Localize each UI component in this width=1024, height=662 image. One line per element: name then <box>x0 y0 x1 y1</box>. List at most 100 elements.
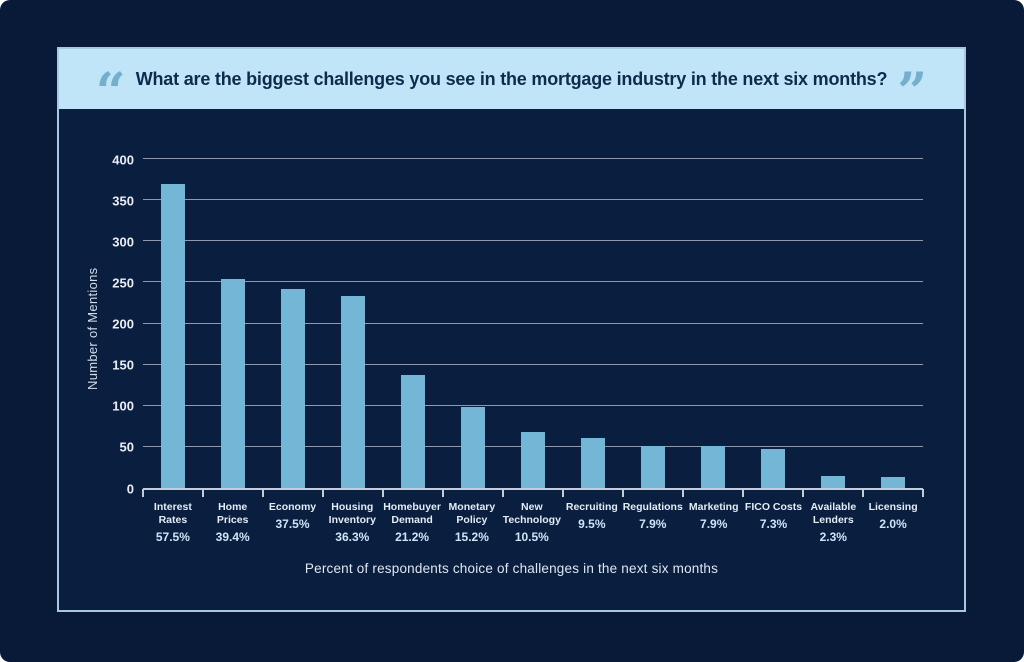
gridline <box>143 281 923 283</box>
category-name: Homebuyer Demand <box>383 501 441 527</box>
category-percent: 7.9% <box>700 517 728 532</box>
category-name: Licensing <box>868 501 918 513</box>
chart-frame: “ What are the biggest challenges you se… <box>57 47 966 612</box>
y-tick-label: 300 <box>112 234 134 250</box>
x-label: Home Prices 39.4% <box>203 501 263 544</box>
category-name: Monetary Policy <box>448 501 496 527</box>
bar-slot <box>503 159 563 488</box>
y-tick-label: 350 <box>112 193 134 209</box>
bar-slot <box>623 159 683 488</box>
category-name: Recruiting <box>565 501 618 513</box>
y-axis-title: Number of Mentions <box>85 267 100 391</box>
x-tick <box>862 489 864 497</box>
bar-interest-rates <box>161 183 185 488</box>
x-tick <box>322 489 324 497</box>
category-percent: 37.5% <box>275 517 310 532</box>
x-tick <box>261 489 264 497</box>
category-percent: 57.5% <box>155 530 190 545</box>
x-label: Monetary Policy 15.2% <box>442 501 502 544</box>
bar-fico-costs <box>761 449 785 488</box>
bar-slot <box>383 159 443 488</box>
bar-slot <box>803 159 863 488</box>
category-percent: 7.9% <box>639 517 667 532</box>
bar-slot <box>743 159 803 488</box>
x-axis-caption: Percent of respondents choice of challen… <box>304 561 719 576</box>
y-tick-label: 250 <box>112 275 134 291</box>
bar-regulations <box>641 446 665 488</box>
bar-slot <box>683 159 743 488</box>
x-tick <box>681 489 684 497</box>
bar-slot <box>263 159 323 488</box>
category-name: FICO Costs <box>744 501 803 513</box>
bar-home-prices <box>221 279 245 488</box>
bar-slot <box>863 159 923 488</box>
x-label: New Technology 10.5% <box>502 501 562 544</box>
x-tick <box>201 489 204 497</box>
bar-new-technology <box>521 432 545 488</box>
category-percent: 15.2% <box>454 530 489 545</box>
category-percent: 7.3% <box>759 517 788 532</box>
category-percent: 2.3% <box>819 530 847 545</box>
y-tick-label: 50 <box>119 439 134 455</box>
y-tick-label: 100 <box>112 398 134 414</box>
x-tick <box>502 489 504 497</box>
bar-available-lenders <box>821 475 845 488</box>
category-percent: 21.2% <box>395 530 430 545</box>
x-label: Marketing 7.9% <box>684 501 744 544</box>
category-percent: 39.4% <box>215 530 250 545</box>
x-label: Housing Inventory 36.3% <box>322 501 382 544</box>
gridline <box>143 322 923 324</box>
gridline <box>143 363 923 365</box>
x-tick <box>922 489 924 497</box>
bar-slot <box>143 159 203 488</box>
y-tick-label: 0 <box>126 481 134 496</box>
gridline <box>143 199 923 201</box>
bar-homebuyer-demand <box>401 375 425 488</box>
bar-slot <box>563 159 623 488</box>
y-tick-label: 200 <box>112 316 134 332</box>
bar-recruiting <box>581 437 605 488</box>
bar-monetary-policy <box>461 407 485 488</box>
quote-banner: “ What are the biggest challenges you se… <box>59 49 964 119</box>
category-percent: 2.0% <box>879 517 907 532</box>
category-name: New Technology <box>502 501 561 527</box>
x-tick <box>142 489 144 497</box>
category-name: Interest Rates <box>153 501 192 527</box>
gridline <box>143 240 923 242</box>
category-name: Economy <box>268 501 317 513</box>
x-label: Economy 37.5% <box>263 501 323 544</box>
x-tick <box>742 489 744 497</box>
x-label: Recruiting 9.5% <box>562 501 622 544</box>
plot-area: 0 50 100 150 200 250 300 350 400 <box>112 152 924 497</box>
y-tick-label: 150 <box>112 357 134 373</box>
poster-title: What are the biggest challenges you see … <box>135 68 888 89</box>
x-tick <box>561 489 564 497</box>
bar-economy <box>281 288 305 488</box>
chart-area: Number of Mentions 0 50 100 150 200 250 300 350… <box>59 109 964 610</box>
x-label: Interest Rates 57.5% <box>143 501 203 544</box>
x-tick <box>621 489 624 497</box>
x-label: Regulations 7.9% <box>622 501 684 544</box>
x-tick <box>381 489 384 497</box>
x-axis-labels: Interest Rates 57.5% Home Prices 39.4% Econo… <box>143 501 923 544</box>
category-name: Home Prices <box>216 501 249 527</box>
x-label: Available Lenders 2.3% <box>803 501 863 544</box>
category-name: Housing Inventory <box>328 501 376 527</box>
x-tick <box>802 489 804 497</box>
x-label: Homebuyer Demand 21.2% <box>382 501 442 544</box>
bar-marketing <box>700 446 725 488</box>
category-name: Regulations <box>622 501 683 513</box>
x-axis-line <box>143 488 923 490</box>
category-percent: 10.5% <box>514 530 549 545</box>
bar-slot <box>323 159 383 488</box>
x-tick <box>442 489 444 497</box>
x-label: FICO Costs 7.3% <box>744 501 804 544</box>
gridline <box>143 404 923 406</box>
category-percent: 9.5% <box>578 517 606 532</box>
bar-licensing <box>881 477 905 488</box>
category-name: Marketing <box>688 501 739 513</box>
bar-slot <box>203 159 263 488</box>
gridline <box>143 158 923 159</box>
x-label: Licensing 2.0% <box>863 501 923 544</box>
